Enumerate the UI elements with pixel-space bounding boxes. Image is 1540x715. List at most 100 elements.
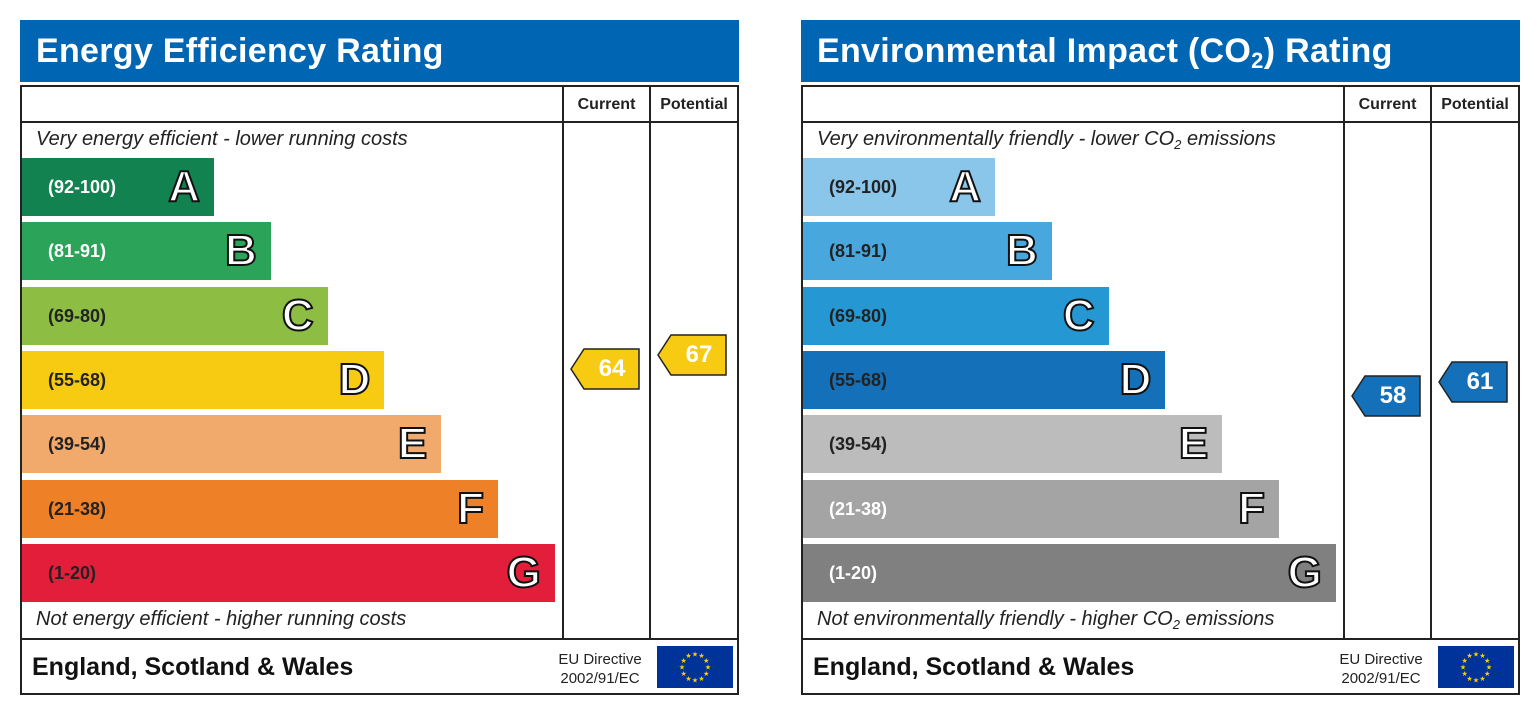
eu-flag-icon: ★ ★★★★★★★★★★★	[657, 646, 733, 688]
band-letter: B	[224, 225, 258, 276]
rating-band-c: (69-80) C	[22, 286, 328, 345]
current-rating-indicator: 64	[570, 347, 640, 390]
rating-band-a: (92-100) A	[22, 158, 214, 216]
bottom-note-end: emissions	[1179, 608, 1275, 630]
chart-title-main: Environmental Impact (CO	[817, 32, 1252, 70]
band-letter: C	[1062, 290, 1096, 341]
eu-directive-line2: 2002/91/EC	[1341, 670, 1421, 687]
footer-rule	[22, 638, 737, 640]
svg-text:★: ★	[1484, 657, 1490, 665]
svg-text:★: ★	[1473, 677, 1479, 685]
column-divider	[1343, 87, 1345, 640]
band-range-label: (21-38)	[829, 498, 888, 519]
rating-band-c: (69-80) C	[803, 286, 1109, 345]
band-range-label: (92-100)	[48, 177, 117, 197]
footer-rule	[803, 638, 1518, 640]
svg-text:★: ★	[698, 652, 704, 660]
rating-band-g: (1-20) G	[22, 543, 555, 602]
header-rule	[803, 121, 1518, 123]
rating-band-f: (21-38) F	[803, 479, 1279, 538]
potential-rating-value: 61	[1466, 368, 1494, 396]
column-header-potential: Potential	[1441, 96, 1509, 113]
rating-band-d: (55-68) D	[803, 350, 1166, 409]
column-divider	[1430, 87, 1432, 640]
band-letter: E	[1178, 418, 1209, 469]
svg-text:★: ★	[681, 670, 687, 678]
eu-directive-line1: EU Directive	[1339, 651, 1423, 668]
band-range-label: (21-38)	[48, 498, 107, 519]
rating-band-e: (39-54) E	[803, 415, 1223, 474]
band-letter: F	[1237, 483, 1266, 534]
band-letter: G	[1287, 547, 1323, 598]
band-letter: D	[338, 354, 372, 405]
svg-text:★: ★	[692, 677, 698, 685]
svg-text:★: ★	[1460, 664, 1466, 672]
band-range-label: (69-80)	[829, 305, 888, 326]
eu-directive-line2: 2002/91/EC	[560, 670, 640, 687]
bottom-note: Not environmentally friendly - higher CO…	[817, 608, 1274, 631]
bottom-note-main: Not environmentally friendly - higher CO	[817, 608, 1173, 630]
bottom-note: Not energy efficient - higher running co…	[36, 608, 407, 630]
chart-title-subscript: 2	[1251, 48, 1264, 73]
band-range-label: (55-68)	[48, 369, 107, 390]
eu-directive-text: EU Directive 2002/91/EC	[548, 650, 652, 688]
column-divider	[562, 87, 564, 640]
svg-text:★: ★	[1479, 675, 1485, 683]
svg-text:★: ★	[703, 657, 709, 665]
potential-rating-indicator: 61	[1438, 361, 1508, 403]
band-range-label: (92-100)	[829, 177, 898, 197]
band-letter: C	[281, 290, 315, 341]
header-rule	[22, 121, 737, 123]
top-note-subscript: 2	[1174, 137, 1182, 152]
rating-frame: Current Potential Very environmentally f…	[801, 85, 1520, 695]
top-note-main: Very environmentally friendly - lower CO	[817, 128, 1175, 150]
rating-band-f: (21-38) F	[22, 479, 498, 538]
rating-band-b: (81-91) B	[803, 222, 1052, 281]
rating-band-b: (81-91) B	[22, 222, 271, 281]
potential-rating-value: 67	[685, 341, 713, 369]
eu-directive-text: EU Directive 2002/91/EC	[1329, 650, 1433, 688]
band-letter: F	[456, 483, 485, 534]
column-header-current: Current	[1358, 96, 1417, 113]
rating-band-e: (39-54) E	[22, 415, 442, 474]
region-label: England, Scotland & Wales	[813, 653, 1135, 681]
svg-text:★: ★	[1466, 652, 1472, 660]
rating-band-a: (92-100) A	[803, 158, 995, 216]
svg-text:★: ★	[1462, 657, 1468, 665]
band-range-label: (39-54)	[48, 434, 107, 455]
rating-band-d: (55-68) D	[22, 350, 385, 409]
svg-text:★: ★	[705, 664, 711, 672]
bottom-note-subscript: 2	[1172, 617, 1180, 632]
band-letter: A	[167, 161, 201, 212]
column-header-potential: Potential	[660, 96, 728, 113]
svg-text:★: ★	[698, 675, 704, 683]
band-range-label: (39-54)	[829, 434, 888, 455]
band-range-label: (69-80)	[48, 305, 107, 326]
top-note: Very energy efficient - lower running co…	[36, 128, 408, 150]
band-range-label: (55-68)	[829, 369, 888, 390]
svg-text:★: ★	[1486, 664, 1492, 672]
eu-directive-line1: EU Directive	[558, 651, 642, 668]
band-letter: G	[506, 547, 542, 598]
band-range-label: (81-91)	[829, 241, 888, 262]
svg-text:★: ★	[681, 657, 687, 665]
svg-text:★: ★	[692, 651, 698, 659]
region-label: England, Scotland & Wales	[32, 653, 354, 681]
band-letter: B	[1005, 225, 1039, 276]
band-letter: D	[1119, 354, 1153, 405]
svg-text:★: ★	[1462, 670, 1468, 678]
svg-text:★: ★	[703, 670, 709, 678]
top-note: Very environmentally friendly - lower CO…	[817, 128, 1276, 151]
band-letter: A	[948, 161, 982, 212]
band-range-label: (1-20)	[48, 562, 97, 583]
top-note-end: emissions	[1181, 128, 1276, 150]
chart-title: Environmental Impact (CO2) Rating	[801, 20, 1520, 82]
column-divider	[649, 87, 651, 640]
potential-rating-indicator: 67	[657, 334, 727, 377]
svg-text:★: ★	[685, 652, 691, 660]
eu-flag-icon: ★ ★★★★★★★★★★★	[1438, 646, 1514, 688]
svg-text:★: ★	[1479, 652, 1485, 660]
current-rating-value: 58	[1379, 381, 1407, 409]
chart-title: Energy Efficiency Rating	[20, 20, 739, 82]
rating-frame: Current Potential Very energy efficient …	[20, 85, 739, 695]
